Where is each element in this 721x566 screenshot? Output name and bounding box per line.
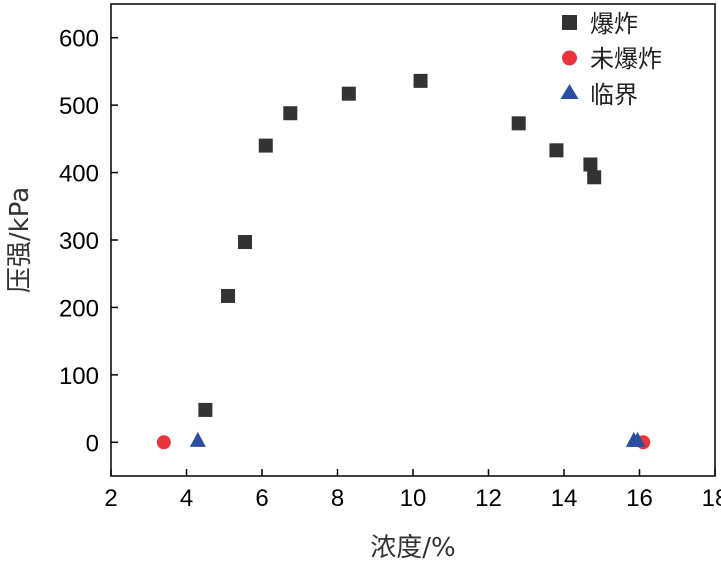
x-axis: 2 4 6 8 10 12 14 16 18 xyxy=(104,469,721,512)
y-tick-label: 400 xyxy=(59,161,99,188)
legend-label-critical: 临界 xyxy=(590,81,638,109)
legend: 爆炸 未爆炸 临界 xyxy=(560,10,662,109)
data-point-explosion xyxy=(587,170,602,185)
data-points xyxy=(156,73,651,450)
data-point-explosion xyxy=(198,402,213,417)
x-tick-label: 14 xyxy=(551,485,578,512)
data-point-explosion xyxy=(258,138,273,153)
data-point-explosion xyxy=(221,288,236,303)
x-tick-label: 12 xyxy=(475,485,502,512)
legend-item-no-explosion: 未爆炸 xyxy=(562,45,662,73)
data-point-explosion xyxy=(283,106,298,121)
data-point-explosion xyxy=(413,73,428,88)
x-tick-label: 18 xyxy=(702,485,721,512)
y-axis-label: 压强/kPa xyxy=(5,187,35,293)
data-point-critical xyxy=(629,431,646,447)
x-axis-label: 浓度/% xyxy=(370,533,455,563)
legend-label-no-explosion: 未爆炸 xyxy=(590,45,662,73)
y-tick-label: 0 xyxy=(86,430,99,457)
x-tick-label: 6 xyxy=(255,485,268,512)
data-point-critical xyxy=(189,431,206,447)
data-point-explosion xyxy=(238,235,253,250)
y-tick-label: 500 xyxy=(59,93,99,120)
x-tick-label: 4 xyxy=(180,485,193,512)
x-tick-label: 10 xyxy=(400,485,427,512)
legend-marker-square xyxy=(562,15,577,30)
data-point-explosion xyxy=(549,143,564,158)
x-tick-label: 8 xyxy=(331,485,344,512)
y-tick-label: 300 xyxy=(59,228,99,255)
data-point-explosion xyxy=(583,157,598,172)
y-tick-label: 600 xyxy=(59,26,99,53)
data-point-explosion xyxy=(511,116,526,131)
x-tick-label: 16 xyxy=(626,485,653,512)
legend-marker-circle xyxy=(562,50,577,66)
y-tick-label: 100 xyxy=(59,363,99,390)
legend-item-explosion: 爆炸 xyxy=(562,10,638,38)
legend-item-critical: 临界 xyxy=(560,81,638,109)
y-axis: 0 100 200 300 400 500 600 xyxy=(59,26,118,457)
y-tick-label: 200 xyxy=(59,295,99,322)
legend-label-explosion: 爆炸 xyxy=(590,10,638,38)
data-point-explosion xyxy=(341,86,356,101)
x-tick-label: 2 xyxy=(104,485,117,512)
data-point-no-explosion xyxy=(156,435,171,450)
legend-marker-triangle xyxy=(560,84,579,99)
